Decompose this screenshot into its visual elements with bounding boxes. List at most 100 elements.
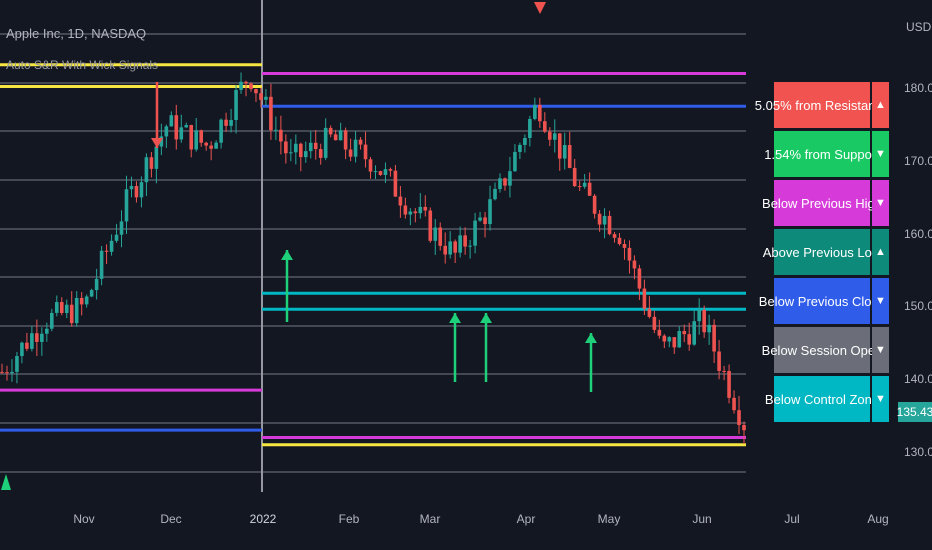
candle-body [99, 250, 104, 279]
signal-arrow-down-top [534, 2, 546, 14]
time-tick-label: May [597, 512, 621, 526]
candle-body [518, 144, 522, 152]
time-tick-label: Jul [784, 512, 800, 526]
signal-arrow-down-head [151, 138, 163, 148]
down-arrow-icon: ▼ [872, 278, 889, 324]
candle-body [348, 149, 353, 157]
candle-body [74, 297, 79, 324]
candle-body [423, 206, 428, 211]
candle-body [239, 81, 243, 90]
candle-body [453, 241, 457, 253]
status-text: 5.05% from Resistance [755, 82, 889, 128]
status-row: Below Control Zone ▼ [765, 376, 890, 422]
candle-body [707, 324, 711, 333]
candle-body [79, 297, 84, 305]
candle-body [224, 119, 228, 126]
candle-body [463, 235, 467, 247]
candle-body [398, 196, 403, 206]
candle-body [602, 215, 607, 225]
candle-body [672, 337, 677, 348]
candle-body [662, 335, 667, 342]
signal-arrow-up-head [281, 250, 293, 260]
status-row: Below Previous Close ▼ [759, 278, 890, 324]
candle-body [528, 118, 532, 138]
candle-body [20, 342, 24, 357]
candle-body [184, 125, 189, 128]
candle-body [418, 206, 423, 214]
time-axis[interactable]: Nov Dec 2022 Feb Mar Apr May Jun Jul Aug [0, 492, 888, 550]
signal-arrow-up-corner [1, 474, 11, 490]
candle-body [169, 115, 174, 127]
status-text: 1.54% from Support [764, 131, 880, 177]
candle-body [269, 96, 273, 131]
candle-body [498, 178, 502, 189]
time-tick-label: Nov [73, 512, 95, 526]
candle-body [144, 157, 149, 183]
price-axis[interactable]: USD 180.00 170.00 160.00 150.00 140.00 130.00 [886, 0, 932, 492]
candle-body [109, 240, 114, 252]
status-row: Above Previous Low ▲ [763, 229, 890, 275]
candle-body [25, 342, 29, 349]
candle-body [667, 337, 672, 342]
status-text: Below Control Zone [765, 376, 879, 422]
candle-body [562, 145, 567, 159]
candle-body [617, 237, 622, 244]
candle-body [717, 351, 721, 371]
candle-body [557, 133, 562, 159]
candle-body [612, 234, 617, 238]
candle-body [35, 333, 39, 342]
candle-body [84, 296, 89, 305]
time-tick-label: Jun [692, 512, 712, 526]
candle-body [373, 171, 378, 173]
candle-body [413, 211, 418, 214]
candle-body [94, 278, 99, 291]
candle-body [732, 397, 736, 411]
status-text: Below Session Open [762, 327, 882, 373]
candle-body [303, 151, 308, 158]
candle-body [368, 159, 373, 172]
candle-body [54, 302, 59, 313]
candle-body [582, 182, 587, 187]
candle-body [712, 324, 716, 352]
candle-body [69, 304, 74, 324]
candle-body [742, 425, 746, 431]
candle-body [129, 185, 134, 190]
candle-body [0, 371, 4, 373]
candle-body [199, 130, 203, 143]
down-arrow-icon: ▼ [872, 180, 889, 226]
candle-body [214, 142, 218, 149]
candle-body [254, 89, 258, 94]
status-row: 1.54% from Support ▼ [764, 131, 890, 177]
candle-body [488, 199, 492, 225]
candle-body [5, 372, 9, 374]
symbol-title: Apple Inc, 1D, NASDAQ [6, 26, 147, 41]
candle-body [15, 356, 19, 372]
candle-body [219, 119, 223, 143]
candle-body [607, 215, 612, 235]
candle-body [209, 145, 213, 149]
candle-body [119, 221, 124, 235]
candle-body [343, 130, 348, 150]
candle-body [164, 126, 169, 137]
chart-canvas[interactable] [0, 0, 886, 492]
candle-body [722, 370, 726, 372]
candle-body [702, 309, 706, 333]
candle-body [64, 304, 69, 314]
candle-body [647, 308, 652, 317]
candle-body [45, 328, 49, 334]
candle-body [358, 139, 363, 145]
candle-body [627, 247, 632, 261]
candle-body [114, 234, 119, 241]
status-text: Above Previous Low [763, 229, 881, 275]
candle-body [338, 130, 343, 141]
candle-body [737, 410, 741, 426]
candle-body [408, 211, 413, 215]
candle-body [289, 152, 293, 154]
candle-body [149, 157, 154, 169]
candle-body [298, 143, 303, 158]
candle-body [403, 205, 408, 215]
candle-body [284, 141, 288, 154]
candle-body [189, 125, 194, 150]
status-table: 5.05% from Resistance ▲ 1.54% from Support… [755, 82, 890, 425]
